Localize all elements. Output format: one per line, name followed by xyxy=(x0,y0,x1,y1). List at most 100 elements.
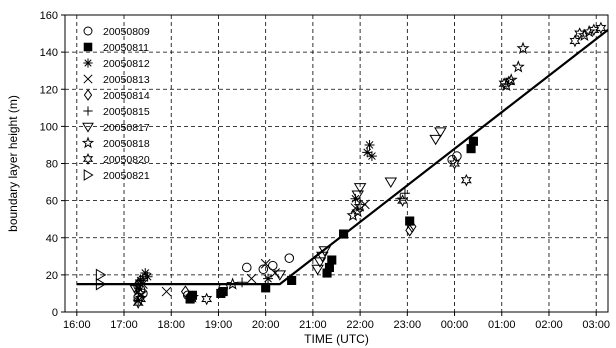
data-point-star-6 xyxy=(498,77,510,91)
data-point-star-5 xyxy=(516,41,530,54)
legend-marker-star-5 xyxy=(81,136,95,149)
y-tick-label: 100 xyxy=(40,121,58,133)
legend-marker-x xyxy=(83,74,93,84)
data-point-star-5 xyxy=(346,208,360,222)
data-point-triangle-down xyxy=(129,285,143,296)
legend-marker-star-6 xyxy=(82,153,94,165)
data-point-asterisk xyxy=(140,268,151,278)
data-point-square xyxy=(339,229,349,239)
data-point-square xyxy=(261,283,271,293)
data-point-diamond xyxy=(180,285,190,298)
data-point-triangle-down xyxy=(434,127,447,138)
data-point-circle xyxy=(258,264,269,275)
reference-line xyxy=(76,28,609,286)
legend-label: 20050813 xyxy=(103,74,150,86)
x-tick-label: 02:00 xyxy=(535,319,563,331)
legend-marker-plus xyxy=(83,106,93,116)
data-point-triangle-down xyxy=(351,190,365,201)
y-tick-label: 20 xyxy=(46,270,58,282)
x-tick-label: 19:00 xyxy=(205,319,233,331)
x-tick-label: 00:00 xyxy=(441,319,469,331)
data-point-triangle-down xyxy=(273,270,287,281)
data-point-x xyxy=(260,258,271,269)
data-point-diamond xyxy=(405,224,415,237)
data-point-star-6 xyxy=(595,21,607,35)
legend-marker-diamond xyxy=(83,89,93,101)
axis-ticks: 16:00 17:00 18:00 19:00 20:00 21:00 22:00 23:00… xyxy=(40,10,610,331)
data-point-square xyxy=(327,255,337,265)
data-point-circle xyxy=(452,151,462,161)
legend-marker-asterisk xyxy=(83,58,93,68)
x-tick-label: 18:00 xyxy=(157,319,185,331)
data-point-star-5 xyxy=(353,199,367,212)
legend-label: 20050815 xyxy=(103,106,150,118)
data-point-circle xyxy=(242,262,252,273)
data-point-asterisk xyxy=(350,193,361,204)
data-point-triangle-down xyxy=(318,246,331,257)
data-point-star-5 xyxy=(226,277,240,290)
y-axis-title: boundary layer height (m) xyxy=(6,95,20,232)
data-point-asterisk xyxy=(263,273,273,284)
x-tick-label: 21:00 xyxy=(299,319,327,331)
legend-label: 20050814 xyxy=(103,90,150,102)
data-point-asterisk xyxy=(366,151,377,162)
data-point-star-6 xyxy=(135,292,147,306)
data-point-square xyxy=(324,262,334,272)
reference-line-layer xyxy=(76,28,609,286)
x-tick-label: 03:00 xyxy=(582,319,610,331)
data-point-plus xyxy=(395,193,406,204)
legend-label: 20050817 xyxy=(103,122,150,134)
legend-marker-circle xyxy=(83,26,93,36)
data-point-star-5 xyxy=(185,290,199,303)
data-point-asterisk xyxy=(364,139,375,150)
data-point-plus xyxy=(400,188,410,199)
data-point-triangle-down xyxy=(384,177,398,188)
data-point-star-6 xyxy=(201,292,213,306)
data-point-star-5 xyxy=(577,28,591,41)
y-tick-label: 40 xyxy=(46,233,58,245)
x-tick-label: 17:00 xyxy=(110,319,138,331)
data-point-star-6 xyxy=(569,34,581,48)
legend-label: 20050809 xyxy=(103,26,150,38)
data-point-triangle-right xyxy=(95,277,107,291)
legend-label: 20050818 xyxy=(103,138,150,150)
x-axis-title: TIME (UTC) xyxy=(304,332,369,346)
data-point-x xyxy=(161,286,172,297)
legend-label: 20050821 xyxy=(103,170,150,182)
data-point-x xyxy=(270,268,280,278)
data-point-square xyxy=(466,144,476,154)
data-point-plus xyxy=(130,279,141,290)
y-tick-label: 0 xyxy=(52,307,58,319)
data-point-asterisk xyxy=(135,275,146,286)
data-point-diamond xyxy=(407,220,417,233)
legend-label: 20050820 xyxy=(103,154,150,166)
data-point-star-5 xyxy=(582,24,596,38)
data-point-plus xyxy=(137,273,148,284)
data-point-asterisk xyxy=(133,295,144,306)
data-point-star-6 xyxy=(449,157,461,170)
legend-marker-triangle-right xyxy=(83,169,94,181)
x-tick-label: 23:00 xyxy=(394,319,422,331)
data-point-square xyxy=(468,136,478,146)
data-points xyxy=(95,21,607,310)
x-tick-label: 01:00 xyxy=(488,319,516,331)
data-point-star-5 xyxy=(511,60,525,73)
data-point-star-6 xyxy=(460,173,472,187)
y-tick-label: 140 xyxy=(40,47,58,59)
legend-marker-triangle-down xyxy=(82,122,94,133)
data-point-triangle-down xyxy=(353,183,367,194)
y-tick-label: 160 xyxy=(40,10,58,22)
y-tick-label: 60 xyxy=(46,196,58,208)
data-point-star-6 xyxy=(574,27,586,40)
x-tick-label: 20:00 xyxy=(252,319,280,331)
legend-label: 20050812 xyxy=(103,58,150,70)
data-point-star-6 xyxy=(503,75,515,89)
data-point-square xyxy=(287,275,297,285)
data-point-star-6 xyxy=(132,296,144,310)
data-point-star-5 xyxy=(504,73,518,86)
data-point-circle xyxy=(284,253,295,263)
y-tick-label: 80 xyxy=(46,159,58,171)
y-tick-label: 120 xyxy=(40,84,58,96)
